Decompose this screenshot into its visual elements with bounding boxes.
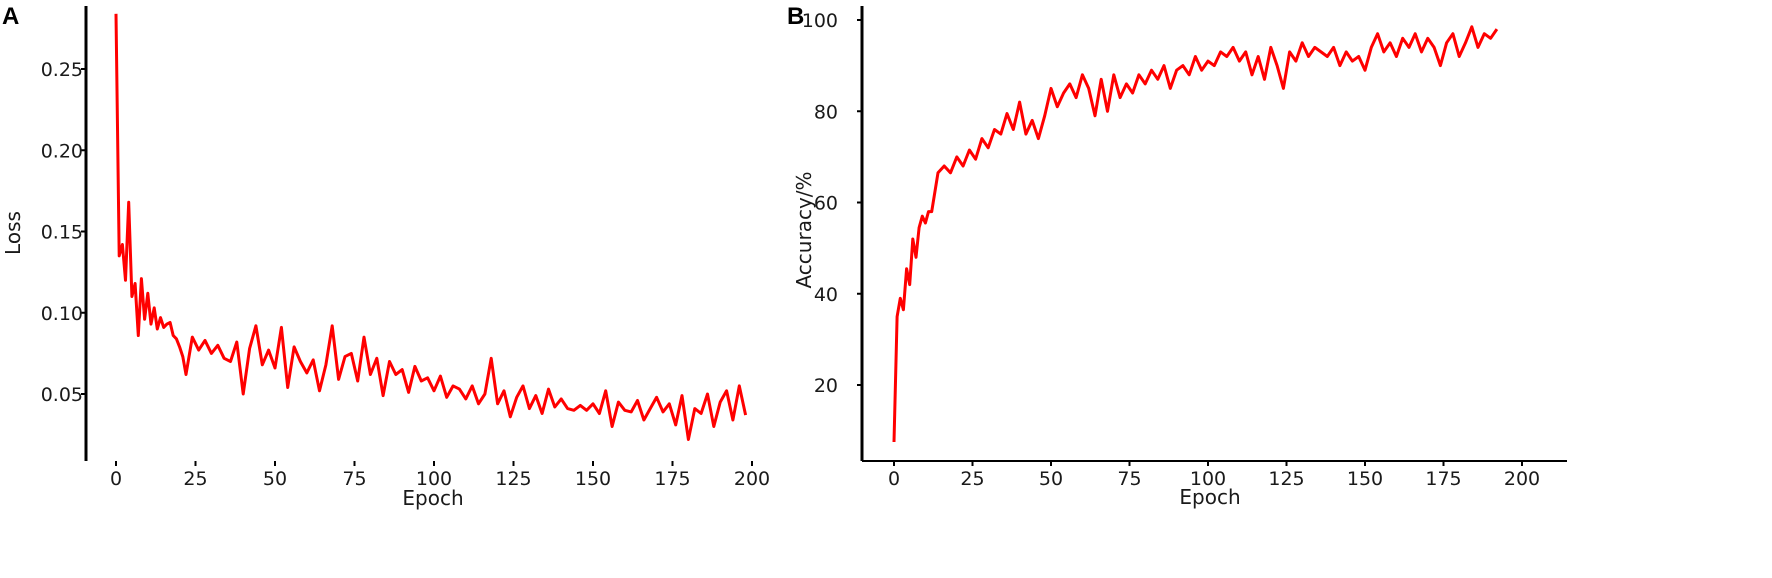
y-tick-label: 0.05 <box>41 384 83 406</box>
panel-b-accuracy-chart: B 20 40 60 80 100 0 25 50 75 100 125 150 175 200 Epo… <box>787 3 1567 509</box>
y-axis-title-a: Loss <box>1 211 25 255</box>
x-tick-label: 175 <box>654 468 690 490</box>
y-tick-label: 100 <box>802 10 838 32</box>
x-tick-label: 175 <box>1425 468 1461 490</box>
x-tick-label: 150 <box>575 468 611 490</box>
y-tick-label: 80 <box>814 101 838 123</box>
x-ticks-b: 0 25 50 75 100 125 150 175 200 <box>888 461 1540 490</box>
y-ticks-b: 20 40 60 80 100 <box>802 10 862 397</box>
x-tick-label: 200 <box>734 468 770 490</box>
x-tick-label: 125 <box>1268 468 1304 490</box>
x-tick-label: 75 <box>1117 468 1141 490</box>
y-axis-title-b: Accuracy/% <box>792 171 816 288</box>
panel-label-a: A <box>2 3 19 30</box>
y-ticks-a: 0.05 0.10 0.15 0.20 0.25 <box>41 59 86 406</box>
x-axis-title-b: Epoch <box>1179 485 1240 509</box>
x-tick-label: 75 <box>342 468 366 490</box>
y-tick-label: 0.25 <box>41 59 83 81</box>
x-tick-label: 50 <box>263 468 287 490</box>
accuracy-line <box>892 25 1499 443</box>
y-tick-label: 0.20 <box>41 140 83 162</box>
x-tick-label: 100 <box>1190 468 1226 490</box>
x-tick-label: 100 <box>416 468 452 490</box>
x-tick-label: 125 <box>495 468 531 490</box>
y-tick-label: 60 <box>814 193 838 215</box>
x-tick-label: 25 <box>183 468 207 490</box>
panel-a-loss-chart: A 0.05 0.10 0.15 0.20 0.25 0 25 50 75 100 125 150 1… <box>1 3 770 510</box>
y-tick-label: 20 <box>814 375 838 397</box>
x-tick-label: 25 <box>960 468 984 490</box>
x-tick-label: 50 <box>1039 468 1063 490</box>
x-tick-label: 0 <box>888 468 900 490</box>
panel-label-b: B <box>787 3 804 30</box>
loss-line <box>114 13 748 441</box>
x-ticks-a: 0 25 50 75 100 125 150 175 200 <box>110 461 770 490</box>
x-tick-label: 150 <box>1347 468 1383 490</box>
y-tick-label: 0.10 <box>41 303 83 325</box>
x-tick-label: 0 <box>110 468 122 490</box>
x-tick-label: 200 <box>1504 468 1540 490</box>
x-axis-title-a: Epoch <box>402 486 463 510</box>
y-tick-label: 0.15 <box>41 222 83 244</box>
y-tick-label: 40 <box>814 284 838 306</box>
